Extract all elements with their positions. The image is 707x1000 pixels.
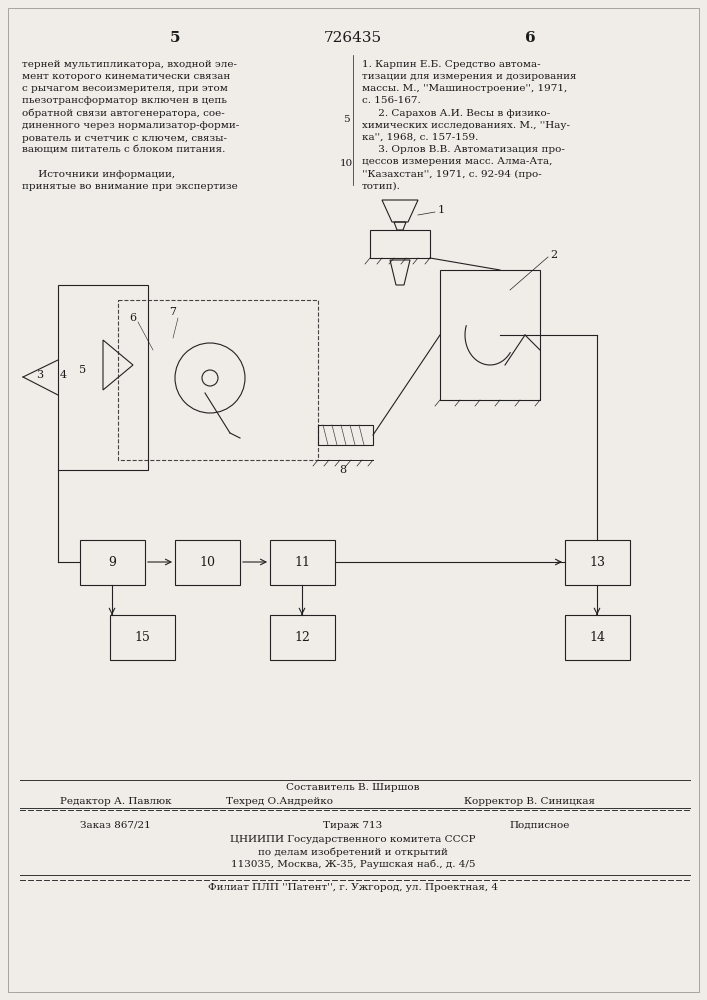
Text: 9: 9	[109, 556, 117, 569]
Bar	[80, 540, 145, 585]
Text: 6: 6	[525, 31, 535, 45]
Text: 1. Карпин Е.Б. Средство автома-
тизации для измерения и дозирования
массы. М., ': 1. Карпин Е.Б. Средство автома- тизации …	[362, 60, 576, 191]
Text: 3: 3	[37, 370, 44, 380]
Text: 4: 4	[59, 370, 66, 380]
Text: 13: 13	[590, 556, 605, 569]
Bar	[318, 425, 373, 445]
Text: 726435: 726435	[324, 31, 382, 45]
Text: 10: 10	[339, 159, 353, 168]
Text: Заказ 867/21: Заказ 867/21	[80, 820, 151, 830]
Bar	[270, 540, 335, 585]
Text: 5: 5	[343, 115, 349, 124]
Bar	[110, 615, 175, 660]
Text: 7: 7	[170, 307, 177, 317]
Bar	[370, 230, 430, 258]
Text: Техред О.Андрейко: Техред О.Андрейко	[226, 798, 334, 806]
Text: 11: 11	[295, 556, 310, 569]
Text: 1: 1	[438, 205, 445, 215]
Text: 5: 5	[79, 365, 86, 375]
Text: Составитель В. Ширшов: Составитель В. Ширшов	[286, 784, 420, 792]
Text: терней мультипликатора, входной эле-
мент которого кинематически связан
с рычаго: терней мультипликатора, входной эле- мен…	[22, 60, 239, 191]
Bar	[118, 300, 318, 460]
Bar	[175, 540, 240, 585]
Text: 14: 14	[590, 631, 605, 644]
Bar	[565, 540, 630, 585]
Text: 8: 8	[339, 465, 346, 475]
Text: 113035, Москва, Ж-35, Раушская наб., д. 4/5: 113035, Москва, Ж-35, Раушская наб., д. …	[230, 859, 475, 869]
Text: Филиат ПЛП ''Патент'', г. Ужгород, ул. Проектная, 4: Филиат ПЛП ''Патент'', г. Ужгород, ул. П…	[208, 884, 498, 892]
Text: ЦНИИПИ Государственного комитета СССР: ЦНИИПИ Государственного комитета СССР	[230, 836, 476, 844]
Text: 12: 12	[295, 631, 310, 644]
Text: 6: 6	[129, 313, 136, 323]
Bar	[440, 270, 540, 400]
Text: 10: 10	[199, 556, 216, 569]
Text: Корректор В. Синицкая: Корректор В. Синицкая	[464, 798, 595, 806]
Text: Редактор А. Павлюк: Редактор А. Павлюк	[60, 798, 172, 806]
Bar	[565, 615, 630, 660]
Text: по делам изобретений и открытий: по делам изобретений и открытий	[258, 847, 448, 857]
Text: Тираж 713: Тираж 713	[323, 820, 382, 830]
Text: 2: 2	[550, 250, 557, 260]
Bar	[270, 615, 335, 660]
Text: 5: 5	[170, 31, 180, 45]
Text: Подписное: Подписное	[510, 820, 570, 830]
Text: 15: 15	[134, 631, 151, 644]
Bar	[58, 285, 148, 470]
